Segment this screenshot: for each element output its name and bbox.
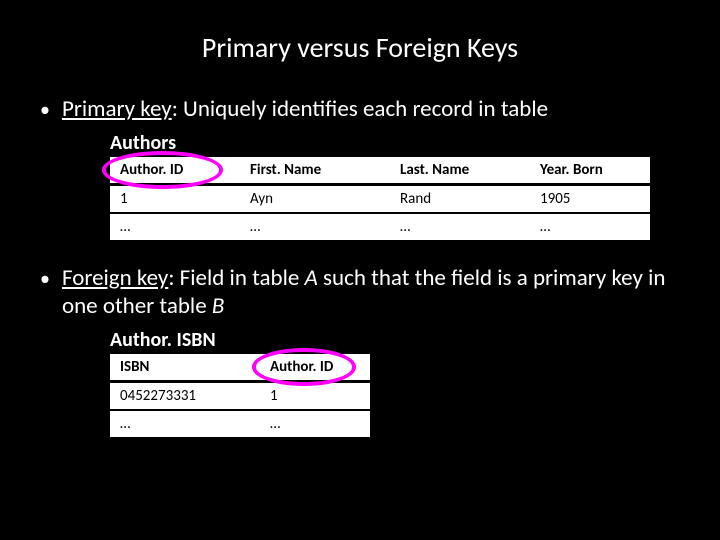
table-cell: Ayn <box>240 185 390 214</box>
bullet-primary-key: Primary key <box>62 95 172 123</box>
bullet-primary-rest: : Uniquely identifies each record in tab… <box>172 95 548 123</box>
table1-label: Authors <box>110 131 680 155</box>
table-cell: … <box>240 213 390 240</box>
authors-table: Author. IDFirst. NameLast. NameYear. Bor… <box>110 157 650 240</box>
table-row: 1AynRand1905 <box>110 185 650 214</box>
italic-b: B <box>212 292 225 320</box>
table-row: ………… <box>110 213 650 240</box>
table-cell: … <box>390 213 530 240</box>
col-header: Author. ID <box>260 354 370 382</box>
table-cell: 0452273331 <box>110 382 260 411</box>
bullet-foreign-key: Foreign key <box>62 264 168 292</box>
table2-wrap: ISBNAuthor. ID04522733311…… <box>40 354 680 437</box>
table1-wrap: Author. IDFirst. NameLast. NameYear. Bor… <box>40 157 680 240</box>
table-row: …… <box>110 410 370 437</box>
bullet-dot-icon: • <box>40 267 50 291</box>
table-cell: … <box>260 410 370 437</box>
bullet-foreign-rest-a: : Field in table <box>168 264 304 292</box>
col-header: Year. Born <box>530 157 650 185</box>
col-header: Last. Name <box>390 157 530 185</box>
table2-label: Author. ISBN <box>110 328 680 352</box>
col-header: Author. ID <box>110 157 240 185</box>
bullet-primary-text: Primary key: Uniquely identifies each re… <box>62 95 548 123</box>
bullet-primary: • Primary key: Uniquely identifies each … <box>40 95 680 123</box>
table-cell: … <box>110 410 260 437</box>
italic-a: A <box>305 264 318 292</box>
bullet-foreign-text: Foreign key: Field in table A such that … <box>62 264 680 320</box>
table-cell: 1 <box>260 382 370 411</box>
bullet-foreign: • Foreign key: Field in table A such tha… <box>40 264 680 320</box>
table-cell: … <box>110 213 240 240</box>
table-cell: … <box>530 213 650 240</box>
section-foreign: • Foreign key: Field in table A such tha… <box>40 264 680 437</box>
table-cell: Rand <box>390 185 530 214</box>
section-primary: • Primary key: Uniquely identifies each … <box>40 95 680 240</box>
table-cell: 1905 <box>530 185 650 214</box>
col-header: First. Name <box>240 157 390 185</box>
authorisbn-table: ISBNAuthor. ID04522733311…… <box>110 354 370 437</box>
table-row: 04522733311 <box>110 382 370 411</box>
slide-title: Primary versus Foreign Keys <box>40 30 680 65</box>
bullet-dot-icon: • <box>40 98 50 122</box>
table-cell: 1 <box>110 185 240 214</box>
col-header: ISBN <box>110 354 260 382</box>
slide-container: Primary versus Foreign Keys • Primary ke… <box>0 0 720 457</box>
